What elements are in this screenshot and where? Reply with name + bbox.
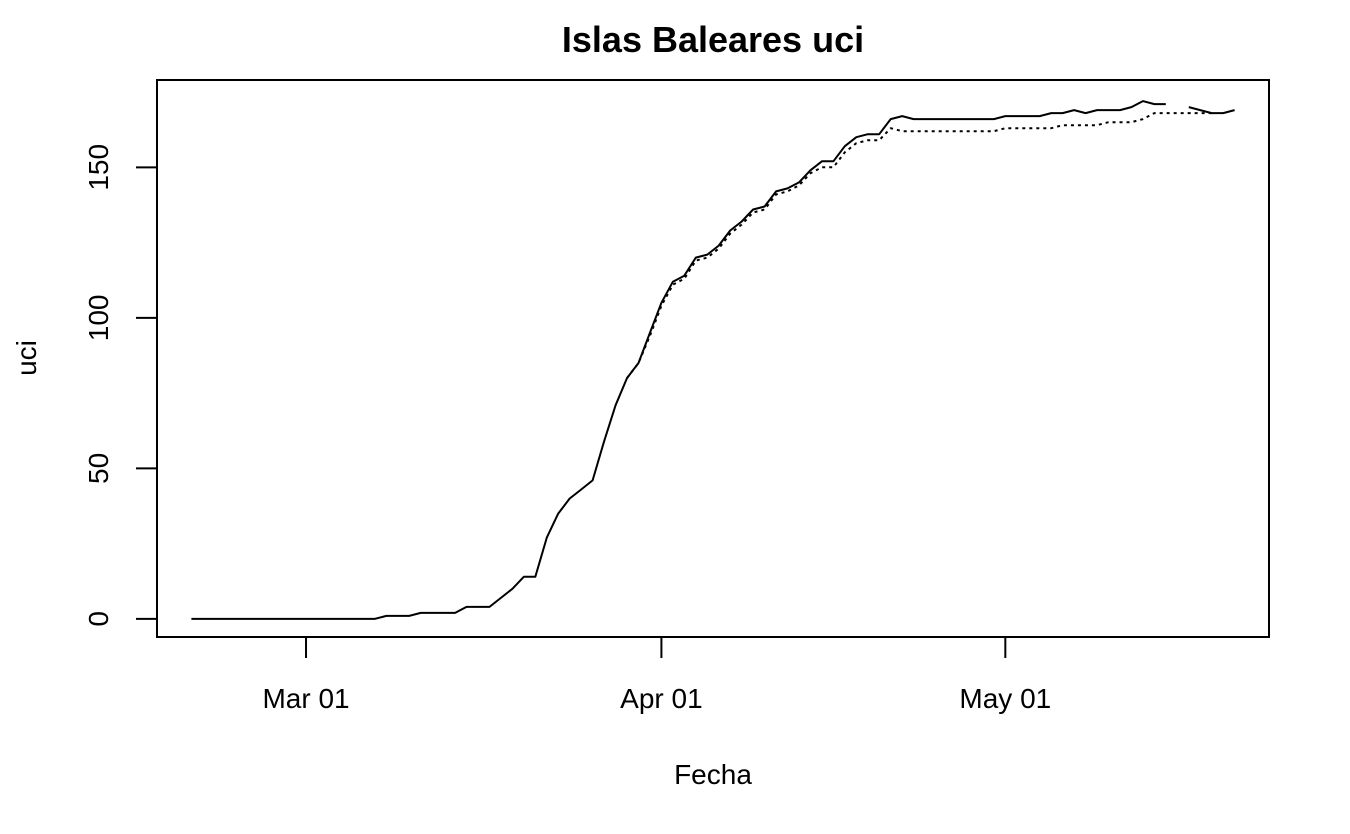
plot-frame <box>156 79 1270 638</box>
y-axis: 0 50 100 150 <box>83 144 158 627</box>
x-axis-label: Fecha <box>674 759 752 790</box>
y-axis-label: uci <box>11 340 42 376</box>
x-tick-label: Apr 01 <box>620 683 703 714</box>
x-tick-label: May 01 <box>959 683 1051 714</box>
x-tick-label: Mar 01 <box>262 683 349 714</box>
series-layer <box>191 100 1235 620</box>
series-line-1 <box>191 100 1235 620</box>
x-axis: Mar 01 Apr 01 May 01 <box>262 636 1051 714</box>
y-tick-label: 150 <box>83 144 114 191</box>
y-tick-label: 50 <box>83 453 114 484</box>
series-line-2 <box>626 112 1212 379</box>
y-tick-label: 0 <box>83 611 114 627</box>
chart-title: Islas Baleares uci <box>562 19 864 60</box>
y-tick-label: 100 <box>83 295 114 342</box>
